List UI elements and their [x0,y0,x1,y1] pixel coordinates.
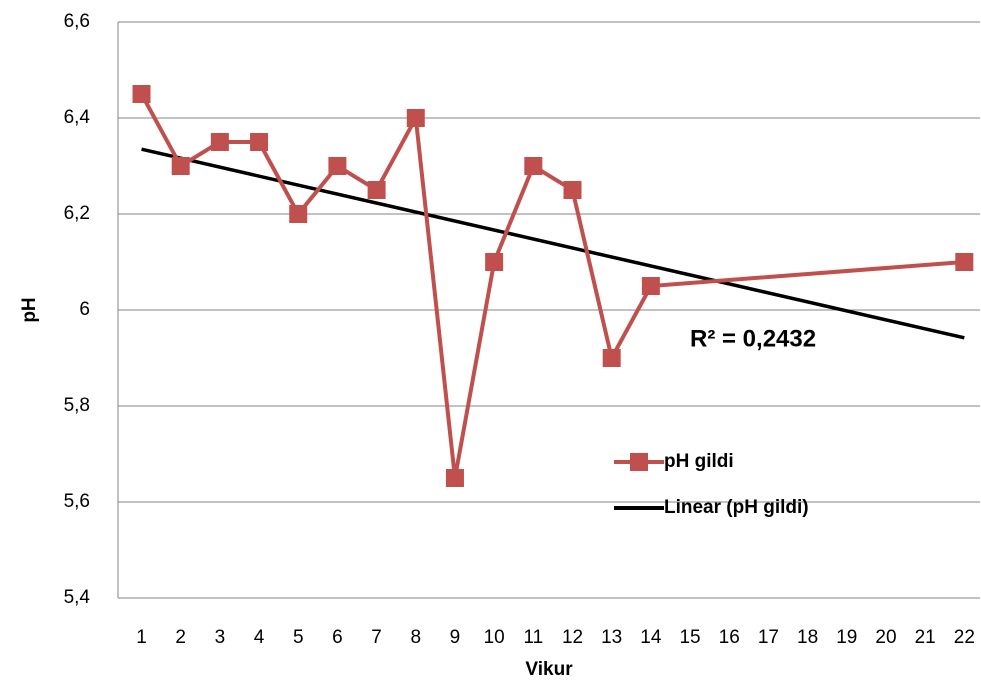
x-tick-label: 9 [450,627,461,648]
x-tick-label: 18 [797,627,818,648]
marker [328,157,347,175]
y-tick-label: 6,4 [64,107,91,128]
marker [563,181,582,199]
x-tick-label: 2 [175,627,186,648]
x-tick-label: 13 [601,627,622,648]
marker [406,109,425,127]
marker [132,85,151,103]
legend-marker [630,453,648,471]
marker [367,181,386,199]
x-tick-label: 16 [719,627,740,648]
x-tick-label: 21 [915,627,936,648]
series-line [139,93,965,479]
y-tick-label: 6,2 [64,203,90,224]
marker [210,133,229,151]
marker [445,469,464,487]
x-tick-label: 11 [523,627,543,648]
marker [955,253,974,271]
y-tick-label: 6,6 [64,11,90,32]
x-tick-label: 7 [371,627,382,648]
x-tick-label: 1 [136,627,147,648]
x-tick-label: 19 [836,627,857,648]
x-tick-label: 17 [758,627,779,648]
annotation: R² = 0,2432 [690,325,816,352]
x-tick-label: 15 [679,627,700,648]
x-axis-label: Vikur [525,659,573,680]
y-axis-label: pH [19,297,40,322]
x-tick-label: 4 [254,627,265,648]
x-tick-label: 12 [562,627,583,648]
x-tick-label: 8 [410,627,421,648]
y-tick-label: 5,8 [64,395,90,416]
y-tick-label: 5,6 [64,491,90,512]
y-tick-label: 5,4 [64,587,91,608]
x-tick-label: 3 [215,627,226,648]
y-tick-label: 6 [79,299,90,320]
x-tick-label: 22 [954,627,975,648]
marker [524,157,543,175]
marker [289,205,308,223]
marker [250,133,269,151]
x-tick-label: 14 [640,627,662,648]
legend-label: Linear (pH gildi) [664,497,809,518]
x-tick-label: 10 [484,627,505,648]
x-tick-label: 20 [875,627,896,648]
marker [602,349,621,367]
marker [641,277,660,295]
marker [171,157,190,175]
x-tick-label: 5 [293,627,304,648]
x-tick-label: 6 [332,627,343,648]
legend-label: pH gildi [664,451,734,472]
marker [485,253,504,271]
